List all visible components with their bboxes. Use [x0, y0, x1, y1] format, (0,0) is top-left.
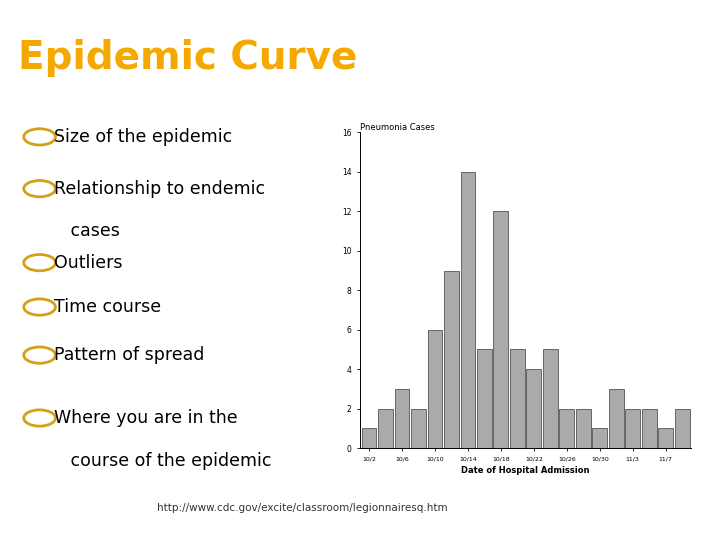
Bar: [428, 330, 442, 448]
Bar: [625, 409, 640, 448]
Bar: [461, 172, 475, 448]
Bar: [411, 409, 426, 448]
Text: Time course: Time course: [54, 298, 161, 316]
Bar: [593, 428, 607, 448]
Bar: [510, 349, 525, 448]
Bar: [444, 271, 459, 448]
Text: Pneumonia Cases: Pneumonia Cases: [360, 123, 435, 132]
Text: Relationship to endemic: Relationship to endemic: [54, 180, 265, 198]
X-axis label: Date of Hospital Admission: Date of Hospital Admission: [462, 465, 590, 475]
Text: Pattern of spread: Pattern of spread: [54, 346, 204, 364]
Text: cases: cases: [54, 222, 120, 240]
Text: course of the epidemic: course of the epidemic: [54, 451, 271, 470]
Bar: [477, 349, 492, 448]
Bar: [395, 389, 410, 448]
Bar: [675, 409, 690, 448]
Bar: [493, 211, 508, 448]
Text: Size of the epidemic: Size of the epidemic: [54, 128, 233, 146]
Bar: [658, 428, 673, 448]
Bar: [642, 409, 657, 448]
Bar: [576, 409, 590, 448]
Text: Where you are in the: Where you are in the: [54, 409, 238, 427]
Bar: [361, 428, 377, 448]
Text: Epidemic Curve: Epidemic Curve: [18, 39, 357, 77]
Bar: [543, 349, 558, 448]
Bar: [526, 369, 541, 448]
Bar: [378, 409, 393, 448]
Text: Outliers: Outliers: [54, 254, 122, 272]
Text: http://www.cdc.gov/excite/classroom/legionnairesq.htm: http://www.cdc.gov/excite/classroom/legi…: [157, 503, 448, 514]
Bar: [559, 409, 575, 448]
Bar: [609, 389, 624, 448]
